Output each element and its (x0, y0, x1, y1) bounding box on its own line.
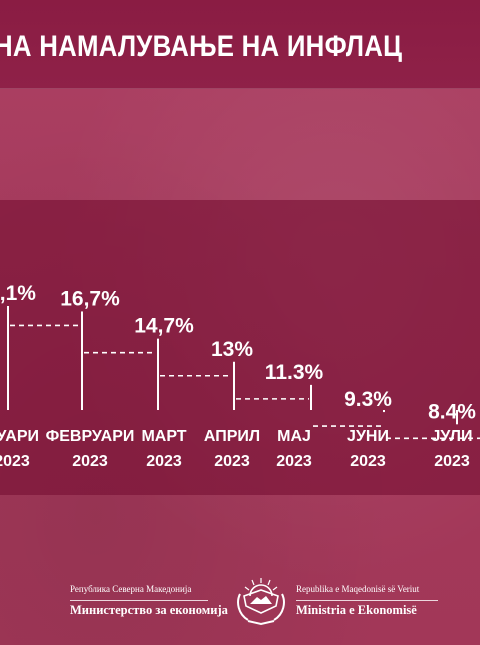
inflation-chart: 7,1% НУАРИ 2023 16,7% ФЕВРУАРИ 2023 14,7% МАРТ 2… (0, 282, 480, 470)
month-label-1: ФЕВРУАРИ (46, 428, 135, 445)
divider-left (70, 600, 208, 601)
value-label-3: 13% (211, 338, 253, 361)
footer: Република Северна Македонија Министерств… (0, 558, 480, 645)
year-label-2: 2023 (146, 453, 182, 470)
year-label-6: 2023 (434, 453, 470, 470)
country-name-mk: Република Северна Македонија (70, 584, 192, 594)
month-label-6: ЈУЛИ (432, 428, 473, 445)
chart-band (0, 200, 480, 495)
value-label-2: 14,7% (134, 315, 194, 338)
value-label-0: 7,1% (0, 282, 36, 305)
year-label-1: 2023 (72, 453, 108, 470)
value-label-5: 9.3% (344, 388, 392, 411)
value-label-6: 8.4% (428, 400, 476, 423)
ministry-name-sq: Ministria e Ekonomisë (296, 603, 417, 617)
month-label-2: МАРТ (141, 428, 186, 445)
month-label-0: НУАРИ (0, 428, 39, 445)
country-name-sq: Republika e Maqedonisë së Veriut (296, 584, 420, 594)
month-label-4: МАЈ (277, 428, 311, 445)
year-label-4: 2023 (276, 453, 312, 470)
divider-right (296, 600, 438, 601)
title-bar: НА НАМАЛУВАЊЕ НА ИНФЛАЦ (0, 0, 480, 89)
ministry-name-mk: Министерство за економија (70, 603, 228, 617)
year-label-5: 2023 (350, 453, 386, 470)
year-label-3: 2023 (214, 453, 250, 470)
page-title: НА НАМАЛУВАЊЕ НА ИНФЛАЦ (0, 30, 403, 63)
year-label-0: 2023 (0, 453, 30, 470)
month-label-3: АПРИЛ (204, 428, 260, 445)
month-label-5: ЈУНИ (347, 428, 389, 445)
coat-of-arms-icon (237, 578, 285, 626)
value-label-1: 16,7% (60, 287, 120, 310)
value-label-4: 11.3% (265, 361, 324, 384)
